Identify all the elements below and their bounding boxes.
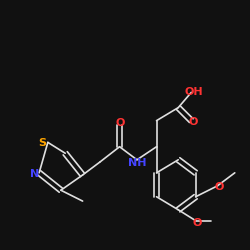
- Text: O: O: [192, 218, 202, 228]
- Text: O: O: [116, 118, 125, 128]
- Text: O: O: [189, 117, 198, 127]
- Text: OH: OH: [184, 88, 203, 98]
- Text: S: S: [38, 138, 46, 148]
- Text: NH: NH: [128, 158, 146, 168]
- Text: N: N: [30, 169, 40, 179]
- Text: O: O: [215, 182, 224, 192]
